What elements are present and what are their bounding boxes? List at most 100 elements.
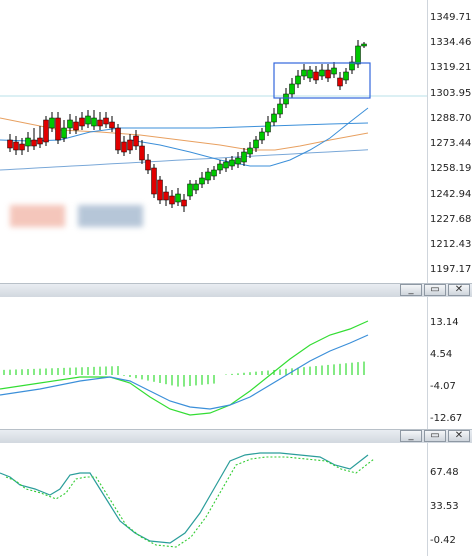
candle (355, 40, 361, 68)
close-icon: ✕ (454, 430, 464, 441)
candle-body (37, 137, 43, 145)
redacted-label (10, 203, 143, 229)
axis-tick-label: 1303.95 (430, 88, 472, 99)
axis-tick-label: 67.48 (430, 467, 459, 478)
candle (313, 66, 319, 84)
maximize-icon: ▭ (430, 284, 440, 295)
macd-axis-divider (427, 297, 428, 429)
axis-tick-label: 33.53 (430, 501, 459, 512)
price-chart[interactable] (0, 0, 472, 283)
ma-slow-line (0, 149, 369, 171)
candle-body (295, 75, 301, 85)
stoch-main-line (0, 452, 369, 544)
candle-body (121, 141, 127, 153)
candle-body (187, 183, 193, 197)
candle-body (25, 137, 31, 147)
candle-body (361, 43, 367, 47)
candle-body (199, 177, 205, 185)
candle (145, 154, 151, 174)
candle-body (61, 127, 67, 139)
candle-body (7, 139, 13, 149)
minimize-icon: _ (408, 284, 414, 295)
candle-body (235, 157, 241, 165)
axis-tick-label: 1349.71 (430, 12, 472, 23)
candle-body (181, 199, 187, 207)
candle (121, 136, 127, 156)
macd-window-controls: _ ▭ ✕ (400, 284, 470, 297)
close-button[interactable]: ✕ (448, 430, 470, 442)
axis-tick-label: 4.54 (430, 349, 453, 360)
candle (247, 142, 253, 158)
price-pane[interactable]: 1349.71 1334.46 1319.21 1303.95 1288.70 1273.… (0, 0, 472, 283)
candle (301, 64, 307, 80)
candle (175, 188, 181, 206)
ma-fast-line (0, 122, 369, 142)
candle-body (313, 71, 319, 81)
pane-separator-macd[interactable]: _ ▭ ✕ (0, 283, 472, 298)
pane-separator-stoch[interactable]: _ ▭ ✕ (0, 429, 472, 444)
ma-fast-line-2 (129, 107, 369, 167)
candle-body (91, 117, 97, 127)
highlight-box (273, 62, 371, 99)
candle (241, 148, 247, 166)
candle (7, 134, 13, 152)
candle-body (349, 61, 355, 71)
candle-body (67, 119, 73, 129)
candle-body (205, 171, 211, 181)
axis-tick-label: 1212.43 (430, 239, 472, 250)
candle-body (265, 121, 271, 133)
candle (223, 158, 229, 172)
candle (91, 110, 97, 130)
candle-body (31, 139, 37, 147)
candle-body (325, 69, 331, 79)
candle (115, 124, 121, 154)
candle (319, 64, 325, 80)
candle (337, 72, 343, 90)
maximize-button[interactable]: ▭ (424, 284, 446, 296)
candle (235, 152, 241, 168)
candle-body (331, 67, 337, 75)
macd-histogram (3, 361, 365, 387)
stoch-pane[interactable]: 67.48 33.53 -0.42 (0, 443, 472, 556)
candle-body (271, 113, 277, 123)
candle-body (103, 117, 109, 125)
candle (25, 132, 31, 152)
candle (61, 120, 67, 142)
axis-tick-label: 1319.21 (430, 62, 472, 73)
candle (217, 160, 223, 174)
minimize-button[interactable]: _ (400, 284, 422, 296)
minimize-button[interactable]: _ (400, 430, 422, 442)
axis-tick-label: 1334.46 (430, 37, 472, 48)
candle-body (133, 135, 139, 147)
candle-body (253, 139, 259, 149)
axis-tick-label: 1288.70 (430, 113, 472, 124)
maximize-button[interactable]: ▭ (424, 430, 446, 442)
candle-body (19, 143, 25, 151)
candle-body (277, 103, 283, 115)
candle (193, 180, 199, 194)
stoch-chart[interactable] (0, 443, 472, 556)
axis-tick-label: -4.07 (430, 381, 456, 392)
candle-body (13, 141, 19, 151)
candle (79, 112, 85, 130)
candle-body (307, 69, 313, 79)
candle-body (73, 121, 79, 131)
candle (277, 98, 283, 118)
close-button[interactable]: ✕ (448, 284, 470, 296)
candle-body (337, 77, 343, 87)
candle-body (211, 169, 217, 177)
macd-chart[interactable] (0, 297, 472, 429)
close-icon: ✕ (454, 284, 464, 295)
candle (349, 56, 355, 74)
candle (331, 62, 337, 78)
candle (31, 128, 37, 150)
candle-body (55, 117, 61, 141)
candle (229, 156, 235, 170)
price-axis-divider (427, 0, 428, 283)
stoch-signal-line (5, 456, 375, 548)
candle (361, 42, 367, 48)
candle-body (175, 193, 181, 203)
candle (307, 66, 313, 82)
candle-body (151, 167, 157, 195)
macd-pane[interactable]: 13.14 4.54 -4.07 -12.67 (0, 297, 472, 429)
